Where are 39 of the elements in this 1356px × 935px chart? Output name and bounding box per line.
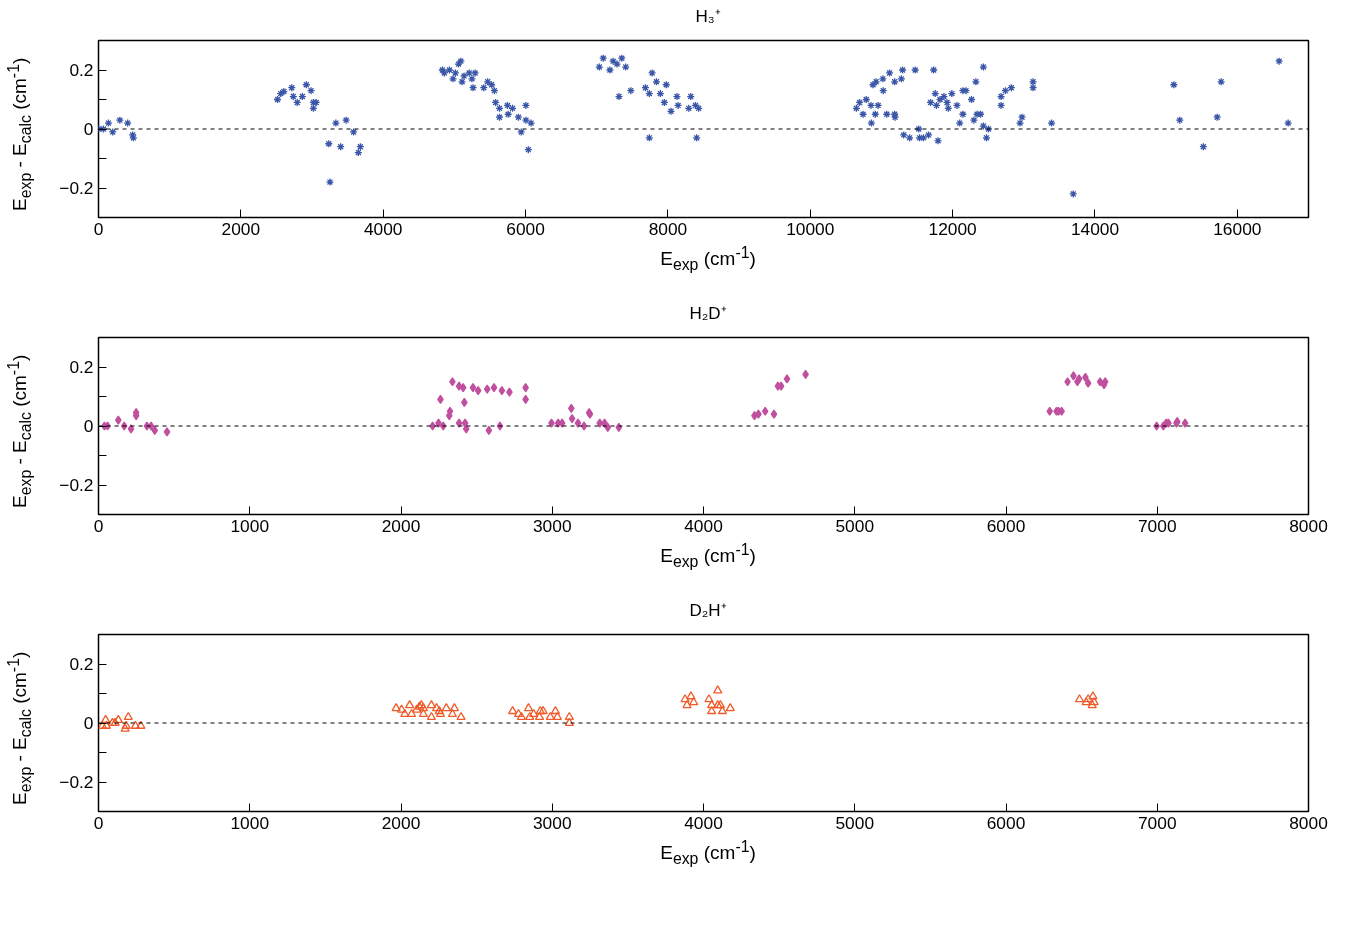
x-tick-label: 2000: [381, 515, 421, 536]
x-tick-label: 3000: [532, 812, 572, 833]
x-tick-label: 6000: [986, 515, 1026, 536]
x-axis-title: E$_{exp}$ (cm$^{-1}$): [659, 837, 757, 870]
x-tick-label: 6000: [986, 812, 1026, 833]
y-tick-label: 0: [83, 416, 94, 436]
y-tick-label: 0.2: [69, 60, 94, 80]
chart-title: H₃⁺: [694, 6, 722, 28]
y-tick-label: 0: [83, 119, 94, 139]
x-tick-label: 16000: [1213, 218, 1262, 239]
x-tick-label: 12000: [928, 218, 977, 239]
y-tick-label: −0.2: [59, 178, 94, 198]
x-tick-label: 1000: [230, 515, 270, 536]
x-tick-label: 5000: [835, 515, 875, 536]
y-tick-label: −0.2: [59, 772, 94, 792]
x-tick-label: 4000: [684, 515, 723, 536]
x-tick-label: 8000: [648, 218, 688, 239]
x-axis-title: E$_{exp}$ (cm$^{-1}$): [659, 540, 757, 573]
x-tick-label: 2000: [221, 218, 261, 239]
x-tick-label: 14000: [1070, 218, 1120, 239]
y-tick-label: 0.2: [69, 357, 94, 377]
x-tick-label: 4000: [363, 218, 403, 239]
x-tick-label: 8000: [1289, 515, 1328, 536]
x-tick-label: 4000: [684, 812, 723, 833]
x-tick-label: 1000: [230, 812, 270, 833]
x-tick-label: 8000: [1289, 812, 1328, 833]
x-tick-label: 10000: [786, 218, 835, 239]
x-tick-label: 6000: [506, 218, 545, 239]
y-tick-label: 0.2: [69, 654, 94, 674]
y-tick-label: −0.2: [59, 475, 94, 495]
chart-title: D₂H⁺: [688, 600, 728, 622]
chart-title: H₂D⁺: [688, 303, 728, 325]
x-tick-label: 2000: [381, 812, 421, 833]
x-axis-title: E$_{exp}$ (cm$^{-1}$): [659, 243, 757, 276]
x-tick-label: 7000: [1137, 515, 1177, 536]
x-tick-label: 7000: [1137, 812, 1177, 833]
x-tick-label: 3000: [532, 515, 572, 536]
y-tick-label: 0: [83, 713, 94, 733]
x-tick-label: 5000: [835, 812, 875, 833]
